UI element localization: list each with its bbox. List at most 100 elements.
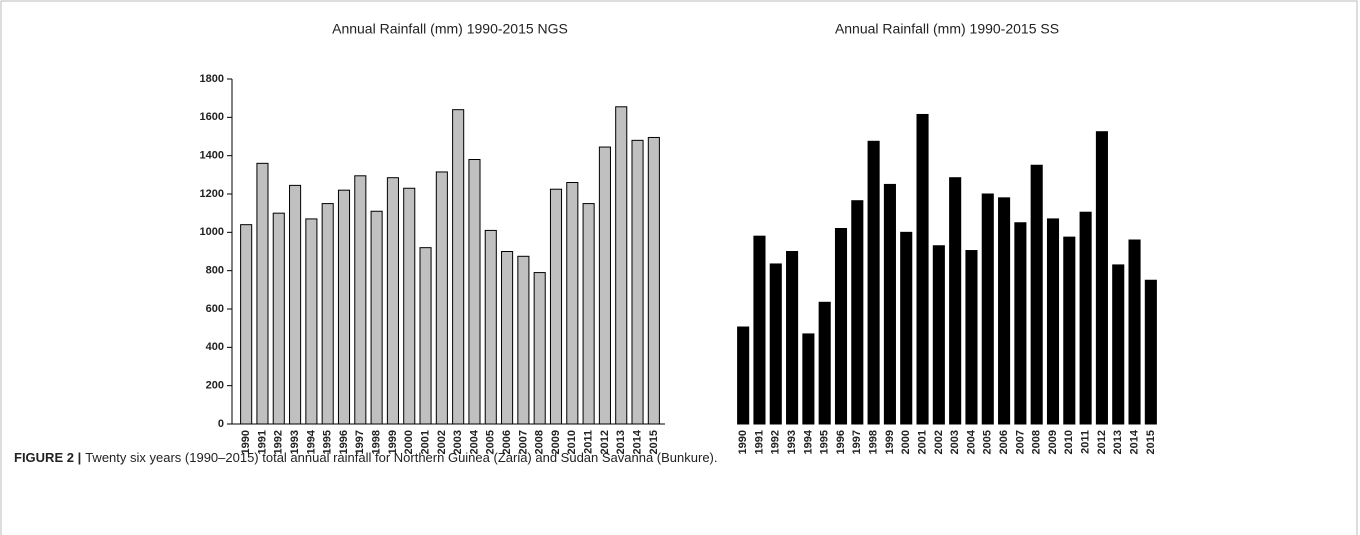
- x-tick-label: 2005: [982, 430, 994, 454]
- x-tick-label: 2007: [1014, 430, 1026, 454]
- x-tick-label: 2008: [534, 430, 546, 454]
- bar: [802, 333, 815, 425]
- y-tick-label: 600: [206, 303, 224, 315]
- bar: [932, 245, 945, 425]
- x-tick-label: 2010: [1063, 430, 1075, 454]
- chart-title: Annual Rainfall (mm) 1990-2015 NGS: [332, 21, 568, 37]
- bar: [370, 210, 383, 425]
- x-tick-label: 2004: [468, 429, 480, 454]
- bar: [435, 171, 448, 425]
- bar: [981, 193, 994, 425]
- bar: [403, 187, 416, 425]
- bar: [753, 235, 766, 425]
- x-tick-label: 1998: [371, 430, 383, 454]
- bar: [647, 136, 660, 425]
- x-tick-label: 1994: [802, 429, 814, 454]
- bar: [1112, 264, 1125, 425]
- bar: [256, 162, 269, 425]
- x-tick-label: 1997: [354, 430, 366, 454]
- x-tick-label: 1991: [753, 430, 765, 454]
- bar: [998, 197, 1011, 425]
- bar: [354, 175, 367, 425]
- bar: [517, 255, 530, 425]
- bar: [566, 182, 579, 425]
- x-tick-label: 2008: [1031, 430, 1043, 454]
- y-tick-label: 200: [206, 380, 224, 392]
- x-tick-label: 1999: [387, 430, 399, 454]
- bar: [1046, 218, 1060, 425]
- bar: [916, 113, 929, 425]
- x-tick-label: 2011: [583, 430, 595, 454]
- bar: [305, 218, 318, 425]
- x-tick-label: 1991: [256, 430, 268, 454]
- x-tick-label: 2014: [1128, 429, 1140, 454]
- bar: [386, 177, 399, 425]
- x-tick-label: 2009: [1047, 430, 1059, 454]
- bar: [900, 231, 913, 425]
- x-tick-label: 1995: [322, 430, 334, 454]
- y-tick-label: 1400: [200, 150, 224, 162]
- x-tick-label: 2000: [403, 430, 415, 454]
- bar: [501, 251, 514, 425]
- bar: [321, 203, 334, 425]
- bar: [289, 184, 302, 425]
- x-tick-label: 2013: [615, 430, 627, 454]
- bar: [484, 229, 497, 425]
- x-tick-label: 1992: [273, 430, 285, 454]
- x-tick-label: 2011: [1080, 430, 1092, 454]
- bar: [834, 228, 848, 425]
- bar: [867, 140, 880, 425]
- x-tick-label: 1994: [305, 429, 317, 454]
- x-tick-label: 1993: [786, 430, 798, 454]
- bar: [598, 146, 611, 425]
- bar: [1014, 222, 1027, 425]
- y-tick-label: 1200: [200, 188, 224, 200]
- x-tick-label: 1996: [835, 430, 847, 454]
- x-tick-label: 2006: [501, 430, 513, 454]
- bar: [965, 250, 978, 425]
- caption-text: Twenty six years (1990–2015) total annua…: [85, 450, 717, 465]
- x-tick-label: 1990: [240, 430, 252, 454]
- bar: [631, 139, 644, 425]
- x-tick-label: 2000: [900, 430, 912, 454]
- y-tick-label: 1000: [200, 226, 224, 238]
- caption: FIGURE 2 | Twenty six years (1990–2015) t…: [14, 450, 718, 465]
- x-tick-label: 2010: [566, 430, 578, 454]
- x-tick-label: 1992: [770, 430, 782, 454]
- caption-label: FIGURE 2 |: [14, 450, 81, 465]
- x-tick-label: 2003: [452, 430, 464, 454]
- y-tick-label: 1600: [200, 111, 224, 123]
- bar: [851, 200, 864, 425]
- x-tick-label: 1998: [868, 430, 880, 454]
- x-tick-label: 2015: [648, 430, 660, 454]
- y-tick-label: 400: [206, 341, 224, 353]
- bar: [615, 106, 628, 425]
- x-tick-label: 2012: [1096, 430, 1108, 454]
- bar: [1144, 279, 1157, 425]
- x-tick-label: 1993: [289, 430, 301, 454]
- bar: [1095, 131, 1108, 425]
- bar: [533, 272, 546, 425]
- bar: [272, 212, 285, 425]
- bar: [549, 188, 563, 425]
- bar: [949, 177, 962, 425]
- y-tick-label: 1800: [200, 73, 224, 85]
- bar: [582, 203, 595, 425]
- x-tick-label: 1999: [884, 430, 896, 454]
- x-tick-label: 2013: [1112, 430, 1124, 454]
- y-tick-label: 0: [218, 418, 224, 430]
- x-tick-label: 2015: [1145, 430, 1157, 454]
- x-tick-label: 1995: [819, 430, 831, 454]
- x-tick-label: 2001: [916, 430, 928, 454]
- bar: [240, 224, 253, 425]
- x-tick-label: 2002: [933, 430, 945, 454]
- bar: [1030, 164, 1043, 425]
- x-tick-label: 2014: [631, 429, 643, 454]
- x-tick-label: 2002: [436, 430, 448, 454]
- bar: [818, 301, 831, 425]
- x-tick-label: 2003: [949, 430, 961, 454]
- chart-title: Annual Rainfall (mm) 1990-2015 SS: [835, 21, 1059, 37]
- x-tick-label: 2001: [419, 430, 431, 454]
